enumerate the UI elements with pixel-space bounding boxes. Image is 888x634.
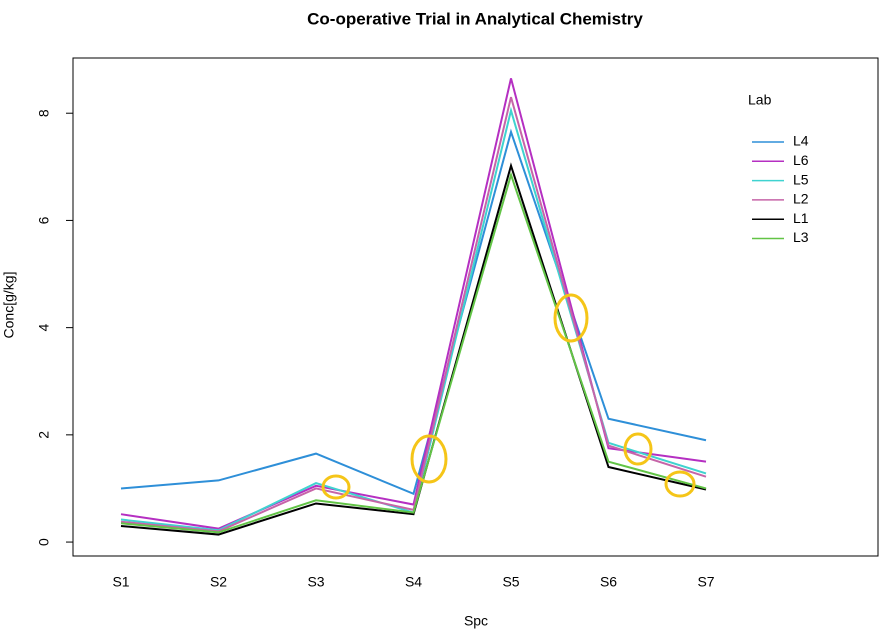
- y-tick-label: 2: [36, 431, 52, 439]
- highlight-ellipse: [553, 293, 589, 343]
- legend-title: Lab: [748, 92, 772, 108]
- x-tick-label: S2: [210, 574, 227, 590]
- x-tick-label: S3: [307, 574, 324, 590]
- x-tick-label: S4: [405, 574, 422, 590]
- highlight-ellipse: [410, 434, 448, 484]
- y-tick-label: 6: [36, 216, 52, 224]
- annotations: [321, 293, 696, 500]
- highlight-ellipse: [664, 470, 696, 498]
- series-line: [120, 162, 707, 536]
- chart-title: Co-operative Trial in Analytical Chemist…: [307, 9, 643, 28]
- x-tick-label: S6: [600, 574, 617, 590]
- legend-label: L4: [793, 133, 809, 149]
- x-tick-label: S7: [697, 574, 714, 590]
- legend-label: L3: [793, 229, 809, 245]
- series-line: [120, 128, 707, 496]
- x-tick-label: S1: [112, 574, 129, 590]
- plot-frame: [72, 57, 879, 557]
- legend-label: L5: [793, 171, 809, 187]
- x-axis-label: Spc: [464, 613, 488, 629]
- y-tick-label: 8: [36, 109, 52, 117]
- y-axis-label: Conc[g/kg]: [1, 272, 17, 339]
- series-line: [120, 78, 707, 530]
- y-tick-label: 0: [36, 538, 52, 546]
- legend-label: L6: [793, 152, 809, 168]
- legend-label: L2: [793, 191, 809, 207]
- highlight-ellipse: [321, 474, 351, 500]
- series-group: [120, 78, 707, 536]
- x-tick-label: S5: [502, 574, 519, 590]
- series-line: [120, 171, 707, 534]
- highlight-ellipse: [623, 432, 653, 466]
- legend-label: L1: [793, 210, 809, 226]
- y-tick-label: 4: [36, 324, 52, 332]
